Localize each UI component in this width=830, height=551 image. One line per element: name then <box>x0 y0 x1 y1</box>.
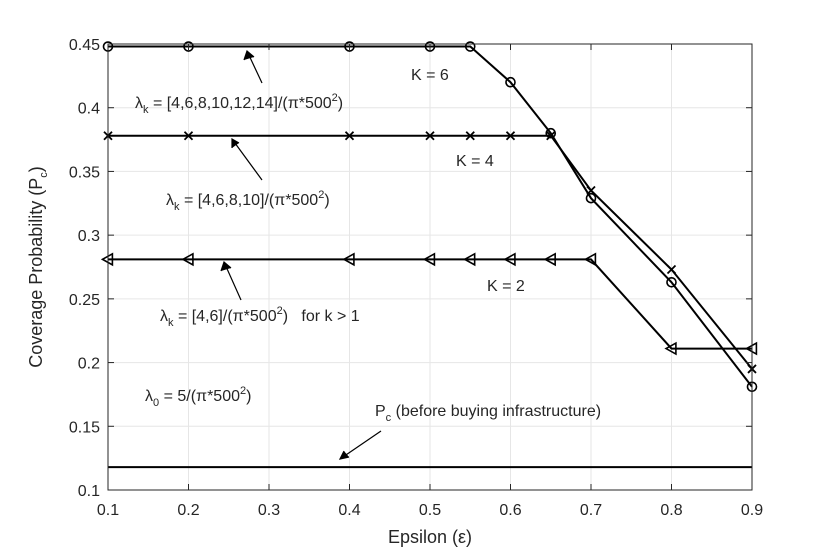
data-point-k2 <box>181 252 194 267</box>
arrow-baseline <box>339 430 382 460</box>
data-point-k4 <box>586 185 596 196</box>
data-point-k4 <box>505 131 516 141</box>
x-tick-label: 0.9 <box>741 502 763 519</box>
data-point-k4 <box>344 131 355 141</box>
data-point-k2 <box>422 252 436 267</box>
lambda-k6-label: λk = [4,6,8,10,12,14]/(π*5002) <box>135 92 343 116</box>
x-ticks: 0.1 0.2 0.3 0.4 0.5 0.6 0.7 0.8 0.9 <box>97 44 763 519</box>
x-tick-label: 0.1 <box>97 502 119 519</box>
data-point-k4 <box>183 131 194 141</box>
data-point-k2 <box>463 252 476 267</box>
series-line-k2 <box>108 258 752 350</box>
arrow-k4-head <box>231 137 240 148</box>
y-tick-label: 0.3 <box>78 228 100 245</box>
k2-label: K = 2 <box>487 278 525 295</box>
x-tick-label: 0.4 <box>338 502 360 519</box>
arrow-k4 <box>231 138 263 181</box>
y-ticks: 0.1 0.15 0.2 0.25 0.3 0.35 0.4 0.45 <box>69 37 752 500</box>
data-point-k6 <box>505 76 516 88</box>
data-point-k4 <box>666 264 677 275</box>
data-point-k6 <box>545 127 557 139</box>
lambda-k4-label: λk = [4,6,8,10]/(π*5002) <box>166 189 330 213</box>
data-point-k2 <box>744 341 758 356</box>
data-point-k6 <box>424 41 436 52</box>
y-tick-label: 0.25 <box>69 292 100 309</box>
series-line-k4 <box>108 134 753 370</box>
data-point-k4 <box>465 131 475 141</box>
x-axis-label: Epsilon (ε) <box>388 527 472 547</box>
data-point-k6 <box>344 41 355 52</box>
data-point-k2 <box>583 252 597 267</box>
data-point-k6 <box>585 192 597 204</box>
k6-label: K = 6 <box>411 67 449 84</box>
x-tick-label: 0.6 <box>499 502 521 519</box>
data-point-k2 <box>342 252 355 267</box>
k4-label: K = 4 <box>456 153 494 170</box>
y-tick-label: 0.45 <box>69 37 100 54</box>
baseline-label: Pc (before buying infrastructure) <box>375 403 601 424</box>
y-tick-label: 0.15 <box>69 419 100 436</box>
data-point-k2 <box>543 252 556 267</box>
y-axis-label: Coverage Probability (Pc) <box>26 166 50 368</box>
data-point-k4 <box>546 131 556 141</box>
x-tick-label: 0.3 <box>258 502 280 519</box>
y-tick-label: 0.35 <box>69 164 100 181</box>
x-tick-label: 0.8 <box>660 502 682 519</box>
arrow-baseline-head <box>338 450 350 460</box>
y-tick-label: 0.4 <box>78 101 100 118</box>
y-tick-label: 0.2 <box>78 356 100 373</box>
x-tick-label: 0.7 <box>580 502 602 519</box>
data-point-k6 <box>183 41 194 52</box>
data-point-k6 <box>464 41 476 52</box>
data-point-k2 <box>664 341 677 356</box>
y-tick-label: 0.1 <box>78 483 100 500</box>
arrow-k2-head <box>220 260 232 272</box>
data-point-k2 <box>503 252 516 267</box>
data-point-k6 <box>666 276 677 288</box>
data-point-k4 <box>425 131 435 141</box>
data-point-k2 <box>100 252 114 267</box>
lambda-0-label: λ0 = 5/(π*5002) <box>145 385 251 409</box>
arrow-k6-head <box>243 49 255 61</box>
lambda-k2-label: λk = [4,6]/(π*5002) for k > 1 <box>160 305 360 329</box>
x-tick-label: 0.2 <box>177 502 199 519</box>
x-tick-label: 0.5 <box>419 502 441 519</box>
annotation-arrows <box>220 49 382 460</box>
